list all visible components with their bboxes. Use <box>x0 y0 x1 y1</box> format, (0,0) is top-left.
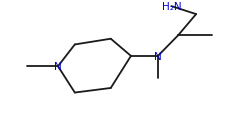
Text: N: N <box>153 51 161 61</box>
Text: H₂N: H₂N <box>161 2 180 12</box>
Text: N: N <box>54 62 62 72</box>
